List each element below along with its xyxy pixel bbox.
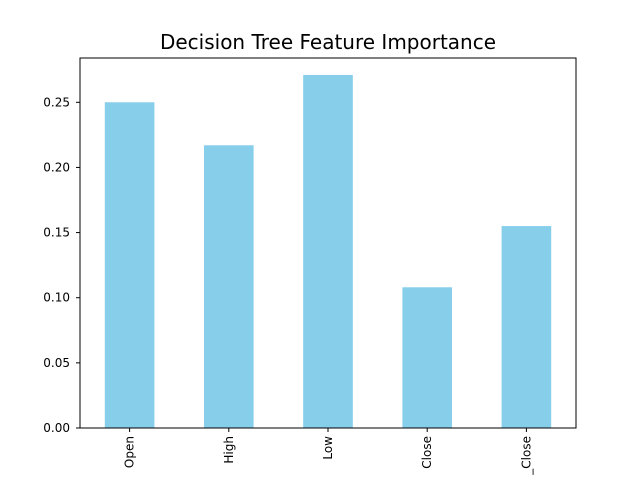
plot-frame (79, 57, 577, 429)
y-tick-label: 0.05 (43, 356, 70, 370)
y-tick-label: 0.10 (43, 291, 70, 305)
chart-title: Decision Tree Feature Importance (160, 30, 496, 54)
x-axis: Open High Low Close _Close (123, 428, 533, 476)
x-tick-label: Close (420, 436, 434, 469)
bars-layer (104, 74, 552, 429)
y-tick-label: 0.00 (43, 421, 70, 435)
y-tick-label: 0.15 (43, 226, 70, 240)
bar-open (104, 102, 155, 428)
y-axis: 0.00 0.05 0.10 0.15 0.20 0.25 (43, 95, 80, 435)
bar-low (303, 74, 353, 429)
x-tick-label: Open (123, 436, 137, 468)
bar-high (204, 145, 254, 428)
x-tick-label: High (222, 436, 236, 464)
y-tick-label: 0.20 (43, 160, 70, 174)
y-tick-label: 0.25 (43, 95, 70, 109)
x-tick-label: _Close (519, 436, 533, 476)
bar-close (402, 287, 452, 428)
x-tick-label: Low (321, 436, 335, 460)
bar-close (501, 226, 552, 428)
